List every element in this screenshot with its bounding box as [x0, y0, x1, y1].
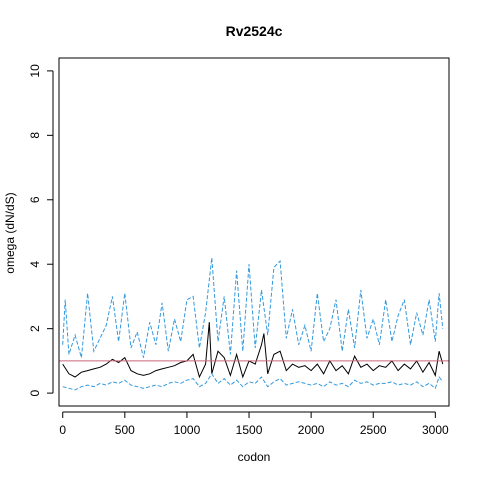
y-axis: 0 2 4 6 8 10 [28, 64, 54, 396]
x-tick-label: 2000 [298, 423, 325, 437]
y-axis-label: omega (dN/dS) [3, 192, 17, 273]
chart-title: Rv2524c [226, 23, 283, 39]
series-upper-bound-line [62, 257, 444, 358]
x-tick-label: 1500 [236, 423, 263, 437]
plot-frame [58, 57, 450, 407]
x-axis-label: codon [238, 450, 271, 464]
x-axis: 0 500 1000 1500 2000 2500 3000 [59, 411, 449, 437]
x-tick-label: 1000 [174, 423, 201, 437]
series-layer [59, 257, 449, 391]
y-tick-label: 8 [28, 132, 42, 139]
y-tick-label: 2 [28, 325, 42, 332]
x-tick-label: 0 [59, 423, 66, 437]
x-tick-label: 2500 [360, 423, 387, 437]
x-tick-label: 500 [115, 423, 135, 437]
y-tick-label: 0 [28, 389, 42, 396]
series-estimate-line [62, 322, 444, 379]
series-lower-bound-line [62, 372, 444, 391]
y-tick-label: 4 [28, 261, 42, 268]
y-tick-label: 10 [28, 64, 42, 78]
x-tick-label: 3000 [422, 423, 449, 437]
y-tick-label: 6 [28, 196, 42, 203]
